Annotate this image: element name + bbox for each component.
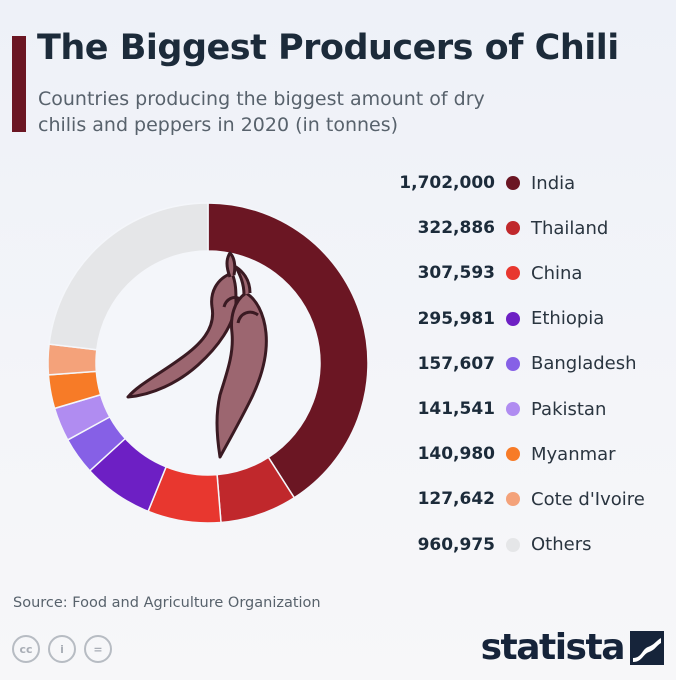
attribution-icon[interactable]: i [48, 635, 76, 663]
legend-item: 127,642 Cote d'Ivoire [380, 479, 670, 519]
donut-slices [47, 202, 369, 524]
legend-swatch [506, 266, 520, 281]
donut-hole [96, 251, 320, 475]
legend-value: 322,886 [417, 218, 495, 239]
legend-label: India [531, 172, 576, 194]
source-note: Source: Food and Agriculture Organizatio… [13, 595, 321, 611]
chart-title: The Biggest Producers of Chili [37, 28, 619, 68]
legend-swatch [506, 492, 520, 507]
creative-commons-icon[interactable]: cc [12, 635, 40, 663]
statista-logo[interactable]: statista [481, 628, 664, 668]
legend-label: Pakistan [531, 398, 607, 420]
legend-item: 141,541 Pakistan [380, 389, 670, 429]
no-derivatives-icon[interactable]: = [84, 635, 112, 663]
legend-swatch [506, 311, 520, 326]
legend-value: 307,593 [417, 263, 495, 284]
legend-swatch [506, 176, 520, 190]
legend-value: 1,702,000 [399, 173, 495, 193]
legend-item: 295,981 Ethiopia [380, 299, 670, 339]
brand-name: statista [480, 627, 626, 668]
legend-label: Cote d'Ivoire [531, 488, 645, 510]
legend-label: Myanmar [531, 443, 616, 465]
title-accent-bar [12, 36, 26, 132]
legend-value: 960,975 [417, 534, 495, 555]
legend-swatch [506, 356, 520, 371]
donut-slice-others [48, 202, 209, 351]
legend-item: 960,975 Others [380, 525, 670, 565]
legend-item: 1,702,000 India [380, 163, 670, 203]
legend-swatch [506, 221, 520, 236]
legend-value: 141,541 [417, 399, 495, 419]
chart-subtitle: Countries producing the biggest amount o… [38, 88, 485, 136]
donut-chart [47, 202, 369, 524]
legend-item: 140,980 Myanmar [380, 434, 670, 474]
legend-item: 307,593 China [380, 253, 670, 293]
legend-swatch [506, 537, 520, 552]
legend-swatch [506, 402, 520, 416]
legend-label: China [531, 262, 583, 284]
legend-label: Thailand [531, 217, 609, 239]
legend-item: 322,886 Thailand [380, 208, 670, 248]
chili-peppers-icon [126, 251, 268, 459]
legend-label: Bangladesh [531, 353, 637, 375]
statista-mark-icon [630, 631, 664, 665]
legend-value: 295,981 [417, 308, 495, 329]
legend-swatch [506, 447, 520, 462]
legend-item: 157,607 Bangladesh [380, 344, 670, 384]
legend-label: Others [531, 534, 592, 556]
legend-value: 157,607 [417, 353, 495, 374]
license-icons: cc i = [12, 635, 112, 663]
legend-value: 127,642 [417, 489, 495, 510]
legend-value: 140,980 [417, 444, 495, 465]
legend-label: Ethiopia [531, 308, 605, 330]
